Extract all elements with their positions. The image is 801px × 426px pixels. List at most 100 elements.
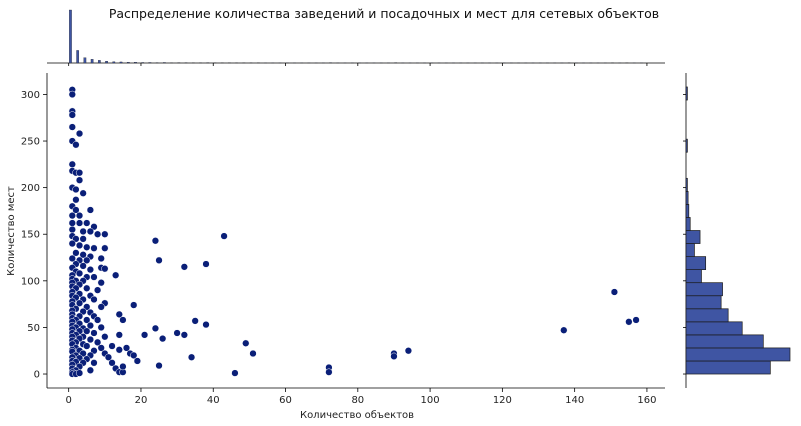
scatter-point [90,295,98,304]
scatter-point [202,320,210,329]
top-hist-bar [83,57,87,64]
scatter-point [79,235,87,243]
scatter-point [93,286,102,294]
right-hist-bar [685,243,695,257]
scatter-point [72,249,80,257]
scatter-point [79,262,87,270]
scatter-point [180,331,188,339]
scatter-point [625,318,633,326]
scatter-point [72,185,80,194]
scatter-point [325,368,333,376]
scatter-point [83,316,91,324]
scatter-point [68,211,76,220]
right-hist-bar [685,308,729,323]
x-tick-label: 60 [279,395,292,406]
scatter-point [68,160,76,168]
y-tick-label: 0 [34,370,40,381]
scatter-point [93,338,102,346]
chart-title: Распределение количества заведений и пос… [109,6,659,21]
y-tick-label: 200 [21,183,40,194]
scatter-point [83,327,91,335]
scatter-point [560,326,568,334]
right-hist-bar [685,217,691,231]
scatter-point [83,284,91,292]
right-marginal-histogram [683,73,791,388]
scatter-point [151,324,160,333]
right-hist-bar [685,86,688,101]
scatter-point [79,189,87,197]
scatter-point [202,260,210,268]
scatter-point [249,349,257,358]
scatter-point [140,331,149,339]
main-axes: 0 20 40 60 80 100 120 140 160 0 50 100 150 200 250 300 [21,73,665,406]
scatter-point [68,225,76,234]
scatter-point [83,256,91,264]
scatter-point [191,317,199,325]
scatter-point [187,353,196,361]
scatter-point [75,211,84,220]
scatter-point [155,361,163,370]
right-hist-bar [685,282,723,297]
y-tick-label: 100 [21,276,40,287]
scatter-point [242,339,250,347]
right-hist-bar [685,269,702,284]
y-tick-label: 50 [27,323,40,334]
scatter-point [68,219,76,227]
scatter-point [68,111,76,119]
x-tick-label: 20 [135,395,148,406]
scatter-point [75,129,84,138]
scatter-point [632,316,640,324]
x-tick-label: 80 [351,395,364,406]
scatter-points [68,86,640,378]
scatter-point [83,243,91,251]
x-tick-label: 120 [493,395,512,406]
scatter-point [101,244,109,252]
scatter-point [122,344,131,352]
top-hist-bar [141,62,145,64]
scatter-point [390,352,398,360]
scatter-point [75,169,84,177]
y-tick-label: 150 [21,230,40,241]
right-hist-bar [685,295,722,310]
scatter-point [180,263,188,271]
scatter-point [112,271,120,279]
scatter-point [72,196,80,204]
scatter-point [86,321,95,330]
scatter-point [75,369,84,377]
right-hist-bar [685,138,688,153]
right-hist-bar [685,230,701,244]
scatter-point [101,333,109,341]
right-hist-bar [685,334,764,349]
top-hist-bar [76,50,79,64]
scatter-point [151,237,160,245]
scatter-point [90,273,98,281]
scatter-point [90,329,98,337]
scatter-point [72,141,80,149]
scatter-point [75,241,84,250]
scatter-point [97,279,105,287]
right-hist-bar [685,256,707,270]
scatter-point [83,342,91,350]
scatter-point [79,251,87,259]
scatter-point [133,357,142,365]
x-tick-label: 40 [207,395,220,406]
top-hist-bar [90,59,94,64]
right-hist-bar [685,360,771,375]
top-hist-bar [98,60,101,64]
x-axis-label: Количество объектов [300,410,414,421]
scatter-point [115,331,123,339]
scatter-point [108,342,116,350]
scatter-point [115,310,123,319]
x-tick-label: 0 [65,395,71,406]
scatter-point [75,269,84,278]
top-hist-bar [119,61,123,64]
scatter-point [97,344,105,352]
scatter-point [404,347,413,355]
y-tick-label: 300 [21,90,40,101]
scatter-point [93,230,102,238]
scatter-point [68,239,76,248]
scatter-point [86,227,95,236]
scatter-point [231,369,239,377]
top-hist-bar [112,61,116,64]
